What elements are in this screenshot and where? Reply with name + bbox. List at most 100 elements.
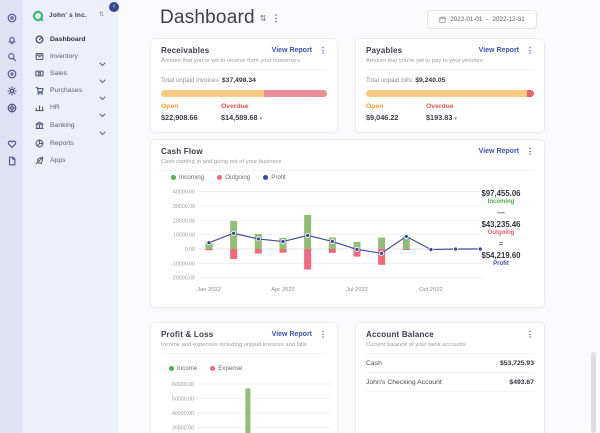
- title-sort-icon[interactable]: ⇅: [259, 13, 267, 23]
- cash-flow-card: Cash Flow View Report ⋮ Cash coming in a…: [150, 139, 545, 308]
- overdue-segment: [263, 90, 327, 97]
- svg-text:50000.00: 50000.00: [172, 397, 194, 403]
- total-unpaid-invoices: Total unpaid invoices: $37,498.34: [161, 77, 256, 84]
- income-legend-dot-icon: [169, 366, 174, 371]
- calendar-icon: [439, 16, 446, 23]
- chevron-down-icon: [99, 105, 106, 118]
- chevron-down-icon: [99, 54, 106, 67]
- incoming-legend-dot-icon: [171, 175, 176, 180]
- card-title: Payables: [366, 46, 403, 55]
- settings-gear-icon[interactable]: [6, 85, 17, 96]
- search-icon[interactable]: [6, 51, 17, 62]
- svg-text:30000.00: 30000.00: [173, 204, 195, 210]
- overdue-label: Overdue: [221, 103, 249, 110]
- svg-text:Jul 2022: Jul 2022: [346, 287, 368, 293]
- card-title: Cash Flow: [161, 147, 203, 156]
- page-title: Dashboard: [160, 7, 255, 28]
- sidebar-item-dashboard[interactable]: Dashboard: [23, 31, 118, 48]
- cash-flow-chart: 40000.00 30000.00 20000.00 10000.00 0.00 -100…: [171, 190, 483, 293]
- open-label: Open: [366, 103, 384, 110]
- sidebar-item-apps[interactable]: Apps: [23, 152, 118, 169]
- account-row-cash: Cash $53,725.93: [366, 354, 534, 373]
- notifications-bell-icon[interactable]: [6, 34, 17, 45]
- svg-text:Oct 2022: Oct 2022: [419, 287, 443, 293]
- apps-rocket-icon: [35, 156, 44, 165]
- sidebar: John' s Inc. ⇅ ‹ Dashboard Inventory Sal…: [23, 0, 119, 433]
- kebab-menu-icon[interactable]: ⋮: [319, 330, 327, 339]
- sidebar-item-banking[interactable]: Banking: [23, 117, 118, 136]
- open-value: $22,908.66: [161, 113, 198, 122]
- page-menu-kebab-icon[interactable]: ⋮: [271, 12, 281, 23]
- svg-text:30000.00: 30000.00: [172, 426, 194, 432]
- svg-text:Jan 2022: Jan 2022: [197, 287, 221, 293]
- app-logo-icon: [32, 10, 44, 22]
- card-subtitle: Income and expenses including unpaid inv…: [161, 342, 307, 348]
- inventory-box-icon: [35, 52, 44, 61]
- view-report-link[interactable]: View Report: [271, 47, 312, 54]
- sidebar-collapse-button[interactable]: ‹: [109, 2, 119, 12]
- svg-text:40000.00: 40000.00: [172, 411, 194, 417]
- svg-text:0.00: 0.00: [185, 247, 195, 253]
- kebab-menu-icon[interactable]: ⋮: [526, 46, 534, 55]
- account-row-checking: John's Checking Account $493.67: [366, 373, 534, 392]
- open-value: $9,046.22: [366, 113, 399, 122]
- outgoing-legend-dot-icon: [217, 175, 223, 180]
- svg-text:-10000.00: -10000.00: [171, 261, 195, 267]
- open-label: Open: [161, 103, 179, 110]
- kebab-menu-icon[interactable]: ⋮: [526, 330, 534, 339]
- receivables-card: Receivables View Report ⋮ Amount that yo…: [150, 38, 338, 133]
- card-title: Account Balance: [366, 330, 434, 339]
- date-range-picker[interactable]: 2022-01-01 - 2022-12-31: [427, 10, 537, 29]
- overdue-value-dropdown[interactable]: $193.83 ▾: [426, 113, 457, 122]
- view-report-link[interactable]: View Report: [478, 148, 519, 155]
- profit-legend-dot-icon: [263, 175, 269, 180]
- svg-text:10000.00: 10000.00: [173, 233, 195, 239]
- chevron-down-icon: [99, 88, 106, 101]
- org-switcher[interactable]: John' s Inc. ⇅: [23, 9, 118, 25]
- card-subtitle: Amount that you're yet to pay to your ve…: [366, 58, 483, 64]
- date-end: 2022-12-31: [492, 16, 525, 23]
- minus-operator: —: [497, 208, 505, 217]
- receivables-progress-bar: [161, 90, 327, 97]
- sidebar-item-reports[interactable]: Reports: [23, 135, 118, 152]
- kebab-menu-icon[interactable]: ⋮: [526, 147, 534, 156]
- profit-loss-card: Profit & Loss View Report ⋮ Income and e…: [150, 322, 338, 433]
- profit-total: $54,219.60: [481, 251, 521, 260]
- date-start: 2022-01-01: [450, 16, 483, 23]
- workspace-icon[interactable]: [6, 12, 17, 23]
- support-wheel-icon[interactable]: [6, 102, 17, 113]
- payables-progress-bar: [366, 90, 534, 97]
- profit-loss-chart: 60000.00 50000.00 40000.00 30000.00: [172, 382, 331, 433]
- kebab-menu-icon[interactable]: ⋮: [319, 46, 327, 55]
- sidebar-item-inventory[interactable]: Inventory: [23, 48, 118, 67]
- view-report-link[interactable]: View Report: [271, 331, 312, 338]
- icon-rail: [0, 0, 23, 433]
- card-subtitle: Amount that you're yet to receive from y…: [161, 58, 301, 64]
- card-title: Profit & Loss: [161, 330, 214, 339]
- card-subtitle: Cash coming in and going out of your bus…: [161, 159, 282, 165]
- org-switch-sort-icon[interactable]: ⇅: [99, 12, 105, 18]
- hr-chart-icon: [35, 105, 44, 112]
- overdue-value-dropdown[interactable]: $14,589.68 ▾: [221, 113, 263, 122]
- svg-text:40000.00: 40000.00: [173, 190, 195, 196]
- sales-banknote-icon: [35, 70, 44, 77]
- sidebar-item-hr[interactable]: HR: [23, 99, 118, 118]
- equals-operator: =: [498, 239, 504, 248]
- date-separator: -: [486, 16, 489, 23]
- documents-file-icon[interactable]: [6, 155, 17, 166]
- card-title: Receivables: [161, 46, 210, 55]
- sidebar-item-sales[interactable]: Sales: [23, 65, 118, 84]
- chevron-down-icon: [99, 123, 106, 136]
- page-scrollbar-thumb[interactable]: [591, 352, 596, 433]
- view-report-link[interactable]: View Report: [478, 47, 519, 54]
- svg-text:Apr 2022: Apr 2022: [271, 287, 295, 293]
- favorites-heart-icon[interactable]: [6, 138, 17, 149]
- reports-pie-icon: [35, 139, 44, 148]
- quick-add-plus-icon[interactable]: [6, 68, 17, 79]
- incoming-total: $97,455.06: [481, 189, 521, 198]
- cash-flow-legend: Incoming Outgoing Profit: [171, 174, 286, 181]
- caret-down-icon: ▾: [454, 116, 457, 122]
- sidebar-item-purchases[interactable]: Purchases: [23, 82, 118, 101]
- caret-down-icon: ▾: [259, 116, 263, 122]
